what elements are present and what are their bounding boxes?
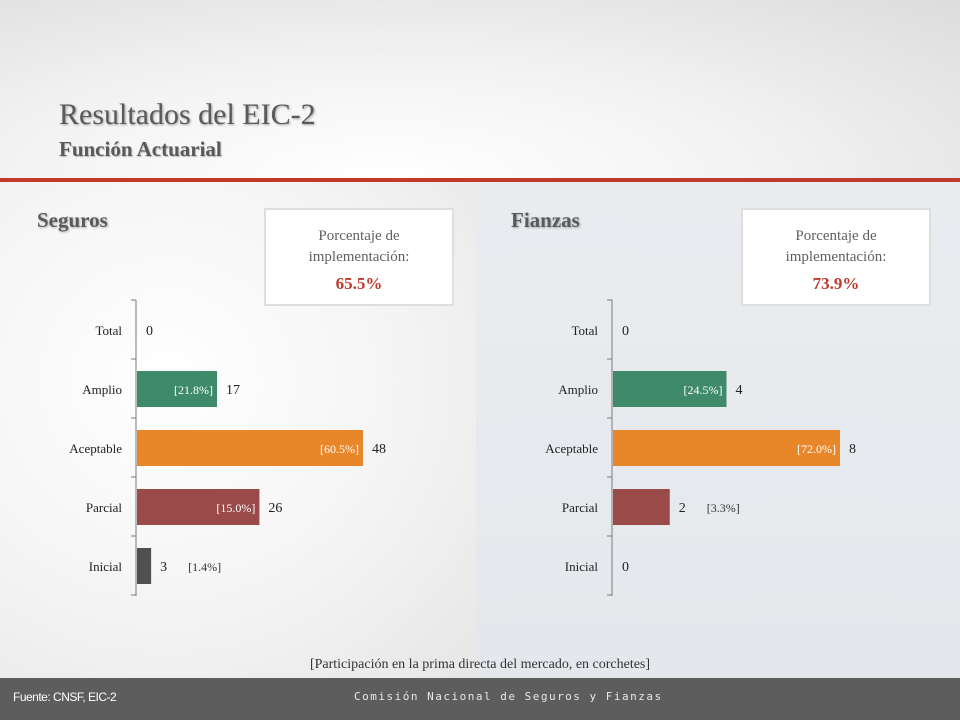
seguros-share-label: [60.5%] — [320, 442, 359, 456]
seguros-bar-parcial — [137, 489, 260, 525]
fianzas-category-label: Aceptable — [545, 441, 598, 456]
fianzas-share-label: [3.3%] — [707, 501, 740, 515]
fianzas-category-label: Inicial — [565, 559, 599, 574]
seguros-category-label: Parcial — [86, 500, 122, 515]
seguros-share-label: [21.8%] — [174, 383, 213, 397]
seguros-value-label: 26 — [268, 501, 282, 516]
seguros-share-label: [1.4%] — [188, 560, 221, 574]
footer-bar — [0, 678, 960, 720]
fianzas-value-label: 0 — [622, 560, 629, 575]
seguros-value-label: 0 — [146, 324, 153, 339]
fianzas-value-label: 4 — [736, 383, 743, 398]
page-subtitle: Función Actuarial — [59, 137, 222, 161]
page-title: Resultados del EIC-2 — [59, 98, 316, 131]
fianzas-implementation-label: Porcentaje de implementación: — [785, 228, 887, 265]
fianzas-bar-parcial — [613, 489, 670, 525]
seguros-share-label: [15.0%] — [216, 501, 255, 515]
seguros-implementation-value: 65.5% — [335, 274, 383, 293]
fianzas-bar-aceptable — [613, 430, 840, 466]
fianzas-implementation-value: 73.9% — [812, 274, 860, 293]
seguros-category-label: Aceptable — [69, 441, 122, 456]
fianzas-bar-amplio — [613, 371, 727, 407]
seguros-bar-amplio — [137, 371, 218, 407]
organization-label: Comisión Nacional de Seguros y Fianzas — [354, 690, 663, 703]
fianzas-value-label: 0 — [622, 324, 629, 339]
market-share-note: [Participación en la prima directa del m… — [309, 657, 651, 672]
seguros-category-label: Inicial — [89, 559, 123, 574]
seguros-implementation-label: Porcentaje de implementación: — [308, 228, 410, 265]
seguros-value-label: 17 — [226, 383, 240, 398]
fianzas-value-label: 2 — [679, 501, 686, 516]
seguros-category-label: Amplio — [82, 382, 122, 397]
seguros-bar-inicial — [137, 548, 152, 584]
seguros-value-label: 48 — [372, 442, 386, 457]
header-background — [0, 0, 960, 178]
seguros-value-label: 3 — [160, 560, 167, 575]
seguros-title: Seguros — [37, 208, 108, 232]
fianzas-title: Fianzas — [511, 208, 580, 232]
header-divider — [0, 178, 960, 182]
seguros-bar-chart: Total 0 Amplio 17 [21.8%] Aceptable 48 [60.5%] P… — [69, 299, 386, 596]
fianzas-category-label: Total — [571, 323, 598, 338]
fianzas-value-label: 8 — [849, 442, 856, 457]
fianzas-bar-chart: Total 0 Amplio 4 [24.5%] Aceptable 8 [72.0%] Par… — [545, 299, 856, 596]
seguros-bar-aceptable — [137, 430, 363, 466]
fianzas-category-label: Amplio — [558, 382, 598, 397]
fianzas-share-label: [24.5%] — [684, 383, 723, 397]
fianzas-category-label: Parcial — [562, 500, 598, 515]
seguros-implementation-box: Porcentaje de implementación: 65.5% — [264, 208, 454, 306]
fianzas-share-label: [72.0%] — [797, 442, 836, 456]
source-label: Fuente: CNSF, EIC-2 — [13, 690, 117, 704]
fianzas-implementation-box: Porcentaje de implementación: 73.9% — [741, 208, 931, 306]
seguros-category-label: Total — [95, 323, 122, 338]
